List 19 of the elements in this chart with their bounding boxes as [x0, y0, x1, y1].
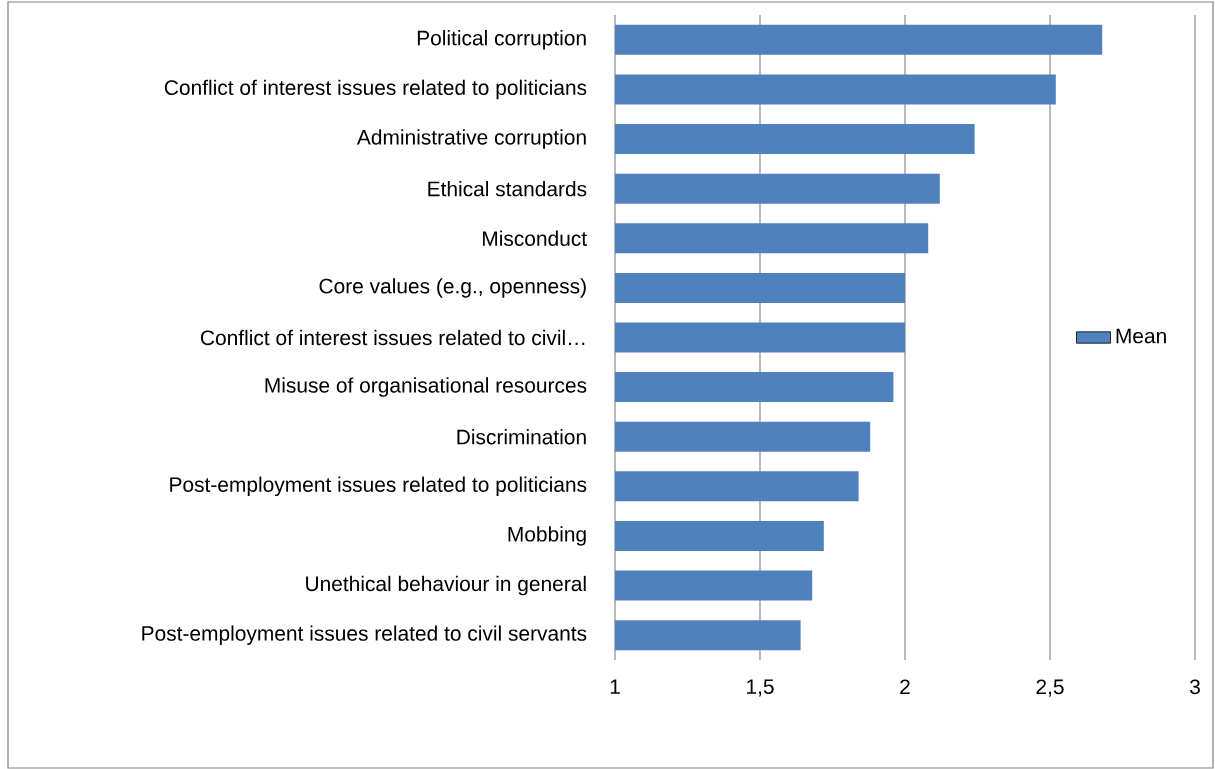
y-tick-label: Conflict of interest issues related to civil…	[200, 329, 585, 346]
x-tick-label: 2,5	[1036, 679, 1064, 697]
legend-label: Mean	[1116, 328, 1166, 344]
y-tick-label: Discrimination	[457, 429, 586, 445]
x-tick-label: 2	[900, 679, 910, 694]
y-tick-label: Misuse of organisational resources	[265, 377, 587, 397]
x-tick-label: 3	[1189, 679, 1200, 695]
y-tick-label: Misconduct	[483, 230, 587, 246]
y-tick-label: Conflict of interest issues related to politicians	[164, 79, 587, 100]
y-tick-label: Administrative corruption	[356, 129, 586, 149]
y-tick-label: Core values (e.g., openness)	[319, 278, 586, 298]
y-tick-label: Mobbing	[508, 526, 586, 546]
y-tick-label: Political corruption	[417, 30, 586, 50]
x-tick-label: 1,5	[747, 679, 774, 697]
x-tick-label: 1	[610, 679, 620, 694]
y-tick-label: Unethical behaviour in general	[306, 575, 586, 596]
y-tick-label: Post-employment issues related to politicians	[170, 476, 587, 497]
y-tick-label: Post-employment issues related to civil servants	[142, 625, 587, 645]
y-tick-label: Ethical standards	[428, 180, 587, 197]
